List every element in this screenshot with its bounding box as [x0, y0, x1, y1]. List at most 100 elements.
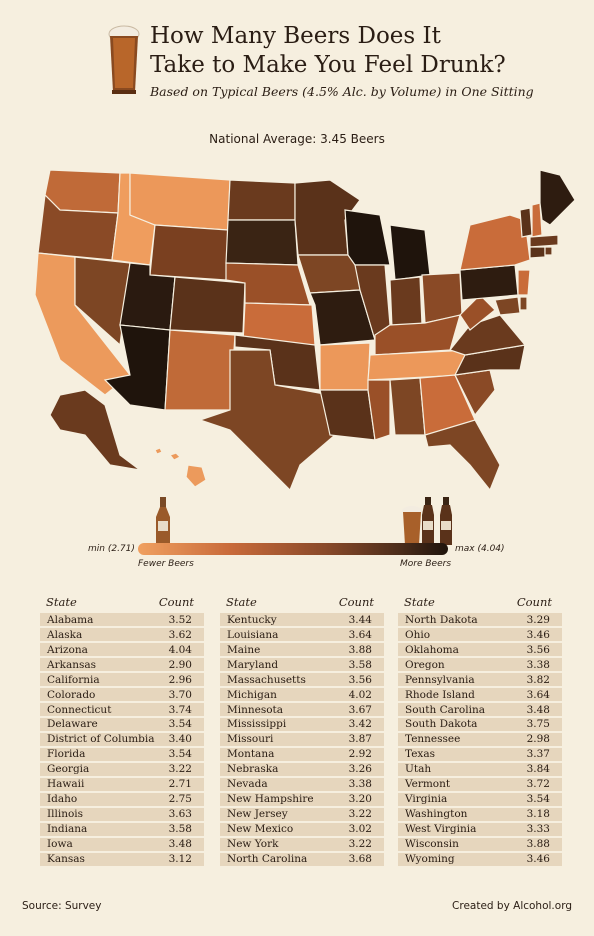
table-row: North Carolina 3.68: [220, 852, 384, 866]
state-name: Oklahoma: [405, 643, 459, 656]
state-table: State Count Kentucky 3.44 Louisiana 3.64 Maine…: [220, 595, 384, 868]
table-header: State Count: [220, 595, 384, 613]
state-count: 3.54: [168, 748, 192, 761]
map-state-west-virginia: [459, 294, 496, 331]
table-row: Hawaii 2.71: [40, 777, 204, 792]
state-name: Alaska: [47, 628, 83, 641]
state-count: 3.42: [348, 718, 372, 731]
state-name: California: [47, 673, 100, 686]
state-name: Wyoming: [405, 853, 455, 866]
map-state-arkansas: [319, 342, 371, 391]
state-count: 3.29: [526, 613, 550, 626]
legend-more: More Beers: [400, 559, 452, 569]
table-row: Kentucky 3.44: [220, 613, 384, 627]
legend-min: min (2.71): [88, 544, 135, 554]
state-count: 3.84: [526, 763, 550, 776]
state-count: 3.48: [168, 838, 192, 851]
state-name: New Jersey: [227, 808, 288, 821]
state-count: 3.75: [526, 718, 550, 731]
legend-fewer: Fewer Beers: [138, 559, 194, 569]
state-count: 3.48: [526, 703, 550, 716]
map-state-wisconsin: [344, 209, 391, 266]
table-row: Maryland 3.58: [220, 657, 384, 672]
state-name: Illinois: [47, 808, 84, 821]
state-name: Montana: [227, 748, 275, 761]
table-row: Arkansas 2.90: [40, 657, 204, 672]
table-row: Delaware 3.54: [40, 717, 204, 732]
map-state-south-dakota: [225, 219, 299, 266]
table-row: Utah 3.84: [398, 762, 562, 777]
state-name: New York: [227, 838, 279, 851]
table-row: California 2.96: [40, 672, 204, 687]
state-count: 3.46: [526, 853, 550, 866]
state-name: Pennsylvania: [405, 673, 475, 686]
state-name: Idaho: [47, 793, 78, 806]
state-table: State Count North Dakota 3.29 Ohio 3.46 Oklaho…: [398, 595, 562, 868]
map-state-new-jersey: [517, 269, 531, 296]
state-count: 3.67: [348, 703, 372, 716]
table-row: Wyoming 3.46: [398, 852, 562, 866]
table-header: State Count: [398, 595, 562, 613]
state-name: New Mexico: [227, 823, 294, 836]
table-row: Tennessee 2.98: [398, 732, 562, 747]
state-name: Arizona: [47, 643, 88, 656]
state-count: 3.74: [168, 703, 192, 716]
header: How Many Beers Does It Take to Make You …: [0, 0, 594, 110]
table-row: Montana 2.92: [220, 747, 384, 762]
state-count: 3.82: [526, 673, 550, 686]
state-count: 2.75: [168, 793, 192, 806]
map-state-rhode-island: [544, 246, 553, 256]
state-count: 3.70: [168, 688, 192, 701]
state-count: 2.92: [348, 748, 372, 761]
state-name: Utah: [405, 763, 432, 776]
column-header-state: State: [46, 595, 77, 609]
table-row: Pennsylvania 3.82: [398, 672, 562, 687]
table-row: Connecticut 3.74: [40, 702, 204, 717]
map-state-new-hampshire: [531, 202, 543, 238]
page-title: How Many Beers Does It Take to Make You …: [150, 22, 590, 80]
map-state-montana: [129, 172, 231, 231]
map-state-texas: [198, 349, 336, 492]
state-count: 3.68: [348, 853, 372, 866]
state-count: 4.02: [348, 688, 372, 701]
table-row: Mississippi 3.42: [220, 717, 384, 732]
legend-max: max (4.04): [455, 544, 505, 554]
state-count: 3.64: [348, 628, 372, 641]
table-row: Oklahoma 3.56: [398, 642, 562, 657]
map-state-wyoming: [149, 224, 229, 281]
column-header-count: Count: [338, 595, 374, 609]
bottle-icon: [156, 497, 170, 543]
table-row: Missouri 3.87: [220, 732, 384, 747]
table-row: New Jersey 3.22: [220, 807, 384, 821]
state-count: 3.52: [168, 613, 192, 626]
state-count: 3.22: [348, 808, 372, 821]
table-row: New York 3.22: [220, 837, 384, 851]
table-row: Alabama 3.52: [40, 613, 204, 627]
table-row: Rhode Island 3.64: [398, 687, 562, 702]
state-name: Missouri: [227, 733, 274, 746]
state-name: Texas: [405, 748, 435, 761]
table-row: Arizona 4.04: [40, 642, 204, 657]
state-name: New Hampshire: [227, 793, 314, 806]
title-line-2: Take to Make You Feel Drunk?: [150, 52, 506, 78]
state-name: Oregon: [405, 658, 445, 671]
state-count: 2.71: [168, 778, 192, 791]
state-count: 3.38: [526, 658, 550, 671]
state-count: 2.90: [168, 658, 192, 671]
state-count: 4.04: [168, 643, 192, 656]
state-name: Kansas: [47, 853, 85, 866]
state-name: Wisconsin: [405, 838, 459, 851]
column-header-state: State: [404, 595, 435, 609]
table-row: North Dakota 3.29: [398, 613, 562, 627]
column-header-count: Count: [158, 595, 194, 609]
state-count: 3.87: [348, 733, 372, 746]
us-map-svg: [34, 169, 576, 492]
state-name: Maine: [227, 643, 261, 656]
state-count: 3.40: [168, 733, 192, 746]
table-row: Iowa 3.48: [40, 837, 204, 851]
state-name: Iowa: [47, 838, 73, 851]
table-row: Wisconsin 3.88: [398, 837, 562, 851]
state-count: 3.56: [526, 643, 550, 656]
credit: Created by Alcohol.org: [452, 900, 572, 912]
map-state-alabama: [389, 377, 426, 436]
